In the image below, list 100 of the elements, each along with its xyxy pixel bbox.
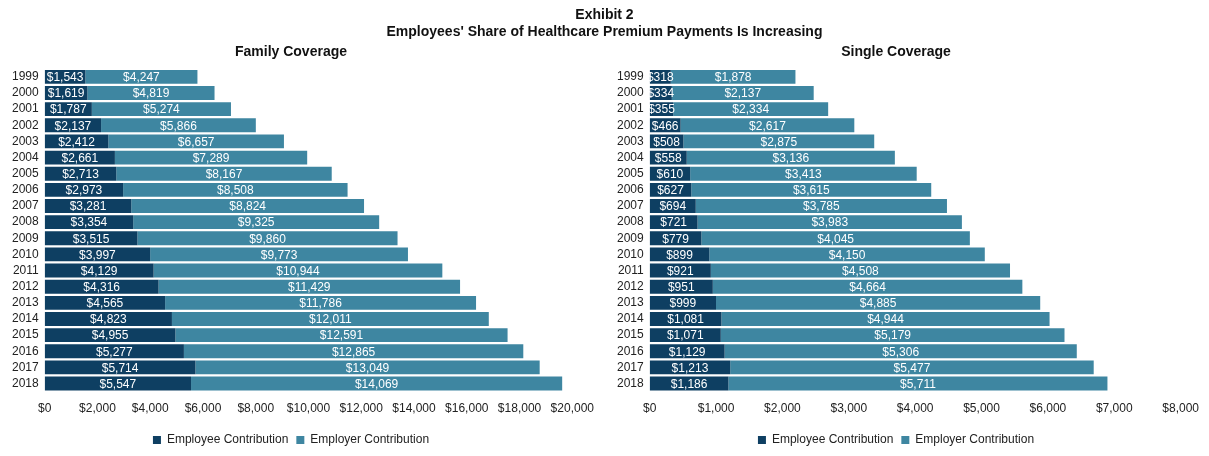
data-label: $2,412: [58, 134, 96, 149]
bar: [91, 102, 231, 117]
data-label: $999: [669, 296, 697, 311]
data-label: $4,045: [817, 231, 855, 246]
x-tick-label: $5,000: [963, 401, 1001, 416]
x-tick-label: $2,000: [79, 401, 117, 416]
data-label: $5,179: [874, 328, 912, 343]
data-label: $4,565: [86, 296, 124, 311]
x-tick-label: $2,000: [764, 401, 802, 416]
bar: [720, 328, 1065, 343]
x-tick-label: $16,000: [445, 401, 489, 416]
data-label: $14,069: [354, 376, 399, 391]
x-tick-label: $20,000: [550, 401, 595, 416]
data-label: $11,429: [288, 280, 331, 294]
data-label: $1,619: [47, 86, 85, 101]
bar: [695, 199, 947, 213]
data-label: $4,508: [842, 263, 880, 278]
data-label: $5,866: [160, 118, 198, 133]
bar: [44, 360, 196, 375]
data-label: $4,316: [83, 280, 121, 294]
y-tick-label: 2014: [616, 311, 645, 326]
bar: [680, 118, 855, 133]
data-label: $627: [657, 183, 685, 198]
data-label: $9,325: [237, 215, 275, 230]
y-tick-label: 2003: [11, 133, 40, 148]
bar: [697, 215, 962, 230]
y-tick-label: 2011: [617, 262, 645, 277]
y-tick-label: 2006: [11, 182, 40, 197]
data-label: $721: [660, 215, 688, 230]
bar: [158, 279, 461, 294]
bar: [123, 182, 348, 197]
data-label: $3,615: [792, 183, 830, 198]
bar: [195, 360, 540, 375]
chart-title: Family Coverage: [234, 43, 348, 60]
y-tick-label: 2012: [616, 279, 645, 293]
bar: [44, 344, 184, 359]
x-tick-label: $8,000: [1162, 401, 1200, 416]
x-tick-label: $1,000: [697, 401, 735, 416]
bar: [683, 134, 875, 149]
bar: [730, 360, 1094, 375]
y-tick-label: 2005: [616, 166, 645, 181]
data-label: $8,167: [205, 167, 243, 182]
data-label: $4,885: [859, 296, 897, 311]
y-tick-label: 2013: [616, 295, 645, 310]
data-label: $5,277: [95, 344, 133, 359]
y-tick-label: 2010: [616, 246, 645, 261]
data-label: $4,819: [132, 86, 170, 101]
data-label: $466: [651, 118, 679, 133]
data-label: $12,865: [331, 344, 376, 359]
bar: [183, 344, 524, 359]
data-label: $4,664: [849, 280, 887, 294]
bar: [709, 247, 985, 262]
y-tick-label: 2017: [616, 359, 645, 374]
data-label: $6,657: [177, 134, 215, 149]
x-tick-label: $6,000: [1029, 401, 1067, 416]
y-tick-label: 2008: [616, 214, 645, 229]
y-tick-label: 2015: [11, 327, 40, 342]
data-label: $1,129: [668, 344, 706, 359]
y-tick-label: 2001: [616, 101, 645, 116]
bar: [701, 231, 970, 246]
y-tick-label: 2013: [11, 295, 40, 310]
data-label: $2,137: [54, 118, 92, 133]
data-label: $2,617: [749, 118, 787, 133]
x-tick-label: $4,000: [896, 401, 934, 416]
data-label: $5,711: [900, 376, 937, 391]
data-label: $4,150: [828, 247, 866, 262]
data-label: $12,011: [309, 312, 352, 327]
y-tick-label: 2003: [616, 133, 645, 148]
data-label: $3,785: [803, 199, 841, 214]
x-tick-label: $7,000: [1095, 401, 1133, 416]
x-tick-label: $0: [643, 401, 657, 416]
y-tick-label: 2001: [11, 101, 40, 116]
data-label: $1,071: [666, 328, 704, 343]
data-label: $2,713: [62, 167, 100, 182]
y-tick-label: 2011: [12, 262, 40, 277]
data-label: $1,878: [714, 70, 752, 85]
data-label: $4,955: [91, 328, 129, 343]
x-tick-label: $3,000: [830, 401, 868, 416]
legend-label: Employer Contribution: [915, 432, 1035, 447]
bar: [690, 166, 917, 181]
x-tick-label: $14,000: [392, 401, 437, 416]
data-label: $7,289: [192, 150, 230, 165]
y-tick-label: 2000: [11, 85, 40, 100]
y-tick-label: 2018: [11, 375, 40, 390]
y-tick-label: 2016: [11, 343, 40, 358]
data-label: $899: [666, 247, 694, 262]
y-tick-label: 2018: [616, 375, 645, 390]
y-tick-label: 2017: [11, 359, 40, 374]
data-label: $951: [667, 280, 695, 294]
bar: [724, 344, 1077, 359]
legend-label: Employee Contribution: [166, 432, 289, 447]
bar: [728, 376, 1108, 391]
y-tick-label: 2009: [11, 230, 40, 245]
data-label: $694: [659, 199, 687, 214]
data-label: $1,186: [670, 376, 708, 391]
data-label: $2,661: [61, 150, 99, 165]
data-label: $3,413: [785, 167, 823, 182]
data-label: $13,049: [345, 360, 390, 375]
data-label: $3,515: [72, 231, 110, 246]
bar: [165, 295, 477, 310]
